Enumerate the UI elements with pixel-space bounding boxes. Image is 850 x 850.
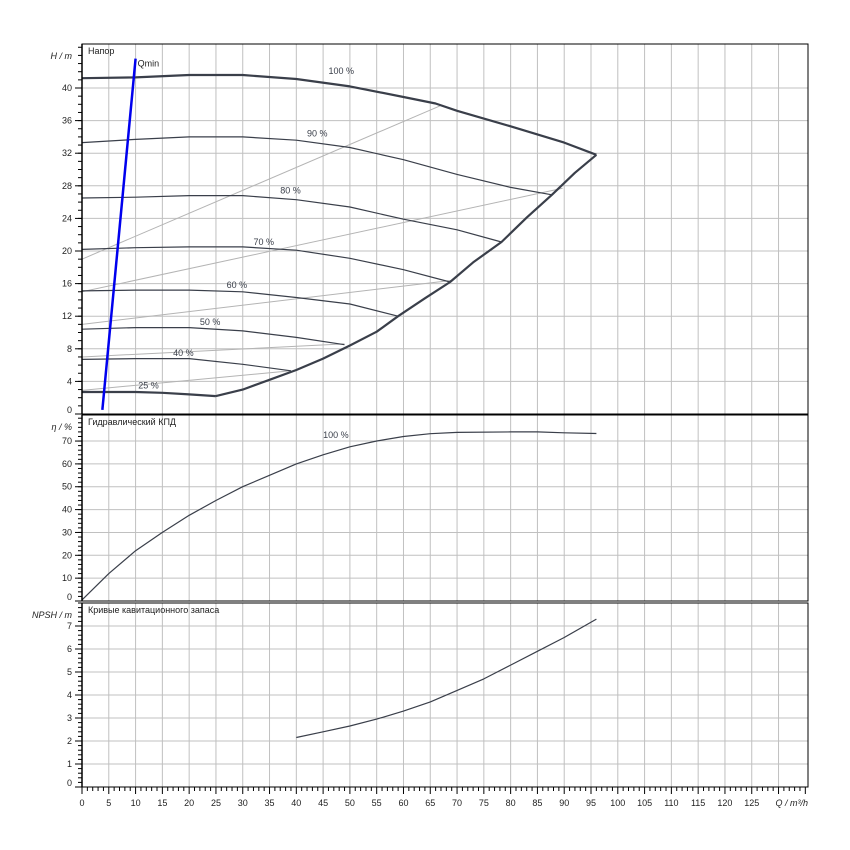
iso-efficiency-line bbox=[81, 279, 452, 325]
y-tick-label: 3 bbox=[67, 713, 72, 723]
x-tick-label: 125 bbox=[744, 798, 759, 808]
y-tick-label: 12 bbox=[62, 311, 72, 321]
y-tick-label: 10 bbox=[62, 573, 72, 583]
y-tick-label: 60 bbox=[62, 459, 72, 469]
x-tick-label: 95 bbox=[586, 798, 596, 808]
curve-label: 60 % bbox=[227, 280, 248, 290]
curve-line bbox=[215, 153, 598, 398]
curve-90pct bbox=[81, 136, 553, 196]
y-tick-label: 20 bbox=[62, 550, 72, 560]
y-axis-label: η / % bbox=[51, 422, 72, 432]
x-tick-label: 30 bbox=[238, 798, 248, 808]
panel-title: Кривые кавитационного запаса bbox=[88, 605, 219, 615]
iso-efficiency-line bbox=[81, 343, 345, 358]
curve-70pct bbox=[81, 246, 451, 283]
curve-100pct bbox=[81, 431, 597, 601]
y-tick-label: 30 bbox=[62, 527, 72, 537]
y-tick-label: 32 bbox=[62, 148, 72, 158]
y-tick-label: 2 bbox=[67, 736, 72, 746]
x-tick-label: 110 bbox=[664, 798, 678, 808]
qmin-label: Qmin bbox=[138, 59, 160, 69]
y-axis-label: H / m bbox=[51, 51, 73, 61]
curve-80pct bbox=[81, 195, 502, 243]
y-tick-label: 24 bbox=[62, 213, 72, 223]
curve-40pct bbox=[81, 358, 292, 372]
y-tick-label: 50 bbox=[62, 482, 72, 492]
x-tick-label: 50 bbox=[345, 798, 355, 808]
y-tick-label: 1 bbox=[67, 759, 72, 769]
curve-60pct bbox=[81, 289, 399, 317]
x-tick-label: 115 bbox=[691, 798, 705, 808]
x-tick-label: 75 bbox=[479, 798, 489, 808]
x-tick-label: 0 bbox=[79, 798, 84, 808]
x-tick-label: 25 bbox=[211, 798, 221, 808]
curve-label: 80 % bbox=[280, 186, 301, 196]
qmin-line bbox=[101, 58, 137, 411]
y-tick-label: 40 bbox=[62, 505, 72, 515]
y-tick-label: 0 bbox=[67, 592, 72, 602]
y-tick-label: 28 bbox=[62, 181, 72, 191]
curve-50pct bbox=[81, 327, 345, 346]
x-tick-label: 5 bbox=[106, 798, 111, 808]
x-tick-label: 120 bbox=[717, 798, 732, 808]
x-tick-label: 80 bbox=[506, 798, 516, 808]
y-tick-label: 8 bbox=[67, 344, 72, 354]
y-tick-label: 5 bbox=[67, 667, 72, 677]
curve-label: 50 % bbox=[200, 317, 221, 327]
iso-efficiency-line bbox=[81, 187, 563, 293]
curve-100pct bbox=[81, 73, 597, 156]
curve-label: 40 % bbox=[173, 348, 194, 358]
x-tick-label: 35 bbox=[265, 798, 275, 808]
x-tick-label: 40 bbox=[291, 798, 301, 808]
curve-label: 100 % bbox=[323, 430, 349, 440]
x-tick-label: 70 bbox=[452, 798, 462, 808]
y-tick-label: 7 bbox=[67, 621, 72, 631]
y-tick-label: 70 bbox=[62, 436, 72, 446]
curve-label: 70 % bbox=[253, 237, 274, 247]
x-tick-label: 10 bbox=[131, 798, 141, 808]
curve-25pct bbox=[82, 390, 216, 398]
x-tick-label: 20 bbox=[184, 798, 194, 808]
x-tick-label: 55 bbox=[372, 798, 382, 808]
panel-title: Гидравлический КПД bbox=[88, 417, 176, 427]
iso-efficiency-line bbox=[81, 105, 441, 260]
y-tick-label: 0 bbox=[67, 778, 72, 788]
curve-label: 100 % bbox=[328, 66, 354, 76]
y-tick-label: 36 bbox=[62, 116, 72, 126]
y-tick-label: 0 bbox=[67, 405, 72, 415]
x-tick-label: 15 bbox=[157, 798, 167, 808]
curve-label: 25 % bbox=[138, 380, 159, 390]
y-tick-label: 16 bbox=[62, 279, 72, 289]
x-tick-label: 105 bbox=[637, 798, 652, 808]
y-axis-label: NPSH / m bbox=[32, 610, 73, 620]
x-axis-label: Q / m³/h bbox=[775, 798, 808, 808]
x-tick-label: 45 bbox=[318, 798, 328, 808]
y-tick-label: 4 bbox=[67, 690, 72, 700]
y-tick-label: 20 bbox=[62, 246, 72, 256]
y-tick-label: 4 bbox=[67, 376, 72, 386]
curve-label: 90 % bbox=[307, 129, 328, 139]
x-tick-label: 100 bbox=[610, 798, 625, 808]
x-tick-label: 65 bbox=[425, 798, 435, 808]
x-tick-label: 90 bbox=[559, 798, 569, 808]
curve-line bbox=[296, 618, 597, 739]
panel-title: Напор bbox=[88, 46, 114, 56]
x-tick-label: 60 bbox=[398, 798, 408, 808]
x-tick-label: 85 bbox=[532, 798, 542, 808]
iso-efficiency-line bbox=[81, 370, 292, 391]
panel-frame bbox=[81, 414, 809, 602]
y-tick-label: 40 bbox=[62, 83, 72, 93]
y-tick-label: 6 bbox=[67, 644, 72, 654]
